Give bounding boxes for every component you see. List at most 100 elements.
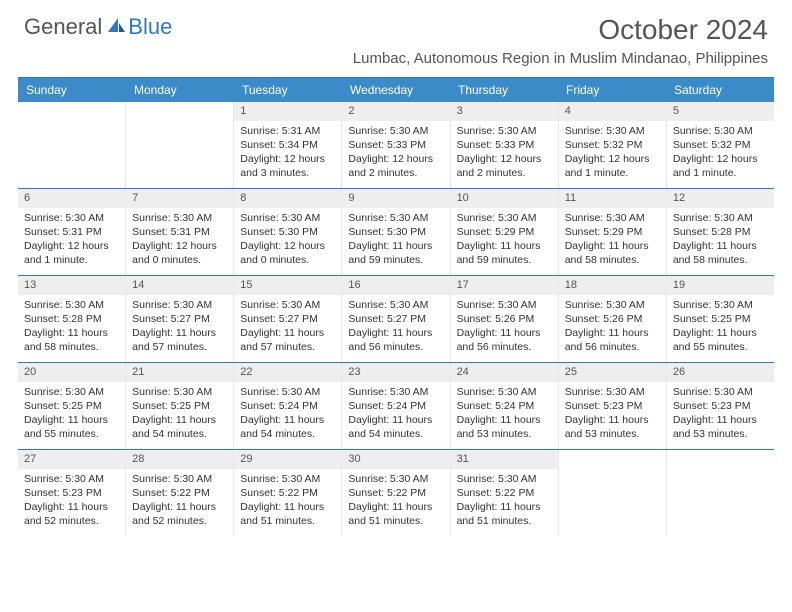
day-cell: 24Sunrise: 5:30 AMSunset: 5:24 PMDayligh… bbox=[451, 363, 559, 449]
day-cell: 2Sunrise: 5:30 AMSunset: 5:33 PMDaylight… bbox=[342, 102, 450, 188]
daylight-text: Daylight: 11 hours and 51 minutes. bbox=[457, 500, 552, 528]
daylight-text: Daylight: 11 hours and 57 minutes. bbox=[240, 326, 335, 354]
day-number: 30 bbox=[342, 450, 449, 469]
sunset-text: Sunset: 5:22 PM bbox=[348, 486, 443, 500]
day-cell: 3Sunrise: 5:30 AMSunset: 5:33 PMDaylight… bbox=[451, 102, 559, 188]
sunrise-text: Sunrise: 5:30 AM bbox=[24, 472, 119, 486]
day-cell: 5Sunrise: 5:30 AMSunset: 5:32 PMDaylight… bbox=[667, 102, 774, 188]
day-cell: 20Sunrise: 5:30 AMSunset: 5:25 PMDayligh… bbox=[18, 363, 126, 449]
day-cell: 14Sunrise: 5:30 AMSunset: 5:27 PMDayligh… bbox=[126, 276, 234, 362]
day-number: 11 bbox=[559, 189, 666, 208]
dow-tuesday: Tuesday bbox=[234, 78, 342, 102]
sunrise-text: Sunrise: 5:30 AM bbox=[348, 124, 443, 138]
day-cell: 22 Sunrise: 5:30 AMSunset: 5:24 PMDayligh… bbox=[234, 363, 342, 449]
sunset-text: Sunset: 5:22 PM bbox=[457, 486, 552, 500]
day-number: 8 bbox=[234, 189, 341, 208]
day-cell: 15Sunrise: 5:30 AMSunset: 5:27 PMDayligh… bbox=[234, 276, 342, 362]
weeks-container: 1Sunrise: 5:31 AMSunset: 5:34 PMDaylight… bbox=[18, 102, 774, 536]
day-number: 23 bbox=[342, 363, 449, 382]
sunset-text: Sunset: 5:31 PM bbox=[132, 225, 227, 239]
day-details: Sunrise: 5:30 AMSunset: 5:25 PMDaylight:… bbox=[667, 295, 774, 359]
sunrise-text: Sunrise: 5:30 AM bbox=[132, 385, 227, 399]
day-number: 16 bbox=[342, 276, 449, 295]
sunset-text: Sunset: 5:24 PM bbox=[457, 399, 552, 413]
day-number: 3 bbox=[451, 102, 558, 121]
sunset-text: Sunset: 5:24 PM bbox=[348, 399, 443, 413]
daylight-text: Daylight: 11 hours and 51 minutes. bbox=[348, 500, 443, 528]
sunrise-text: Sunrise: 5:30 AM bbox=[565, 385, 660, 399]
day-number: 22 bbox=[234, 363, 341, 382]
day-cell bbox=[126, 102, 234, 188]
daylight-text: Daylight: 12 hours and 1 minute. bbox=[673, 152, 768, 180]
day-details: Sunrise: 5:30 AMSunset: 5:27 PMDaylight:… bbox=[234, 295, 341, 359]
sunrise-text: Sunrise: 5:30 AM bbox=[240, 211, 335, 225]
sunset-text: Sunset: 5:33 PM bbox=[348, 138, 443, 152]
dow-row: Sunday Monday Tuesday Wednesday Thursday… bbox=[18, 78, 774, 102]
logo-text-general: General bbox=[24, 14, 102, 40]
day-cell bbox=[667, 450, 774, 536]
day-number: 12 bbox=[667, 189, 774, 208]
daylight-text: Daylight: 12 hours and 0 minutes. bbox=[240, 239, 335, 267]
sunrise-text: Sunrise: 5:30 AM bbox=[348, 472, 443, 486]
sunset-text: Sunset: 5:22 PM bbox=[132, 486, 227, 500]
sunrise-text: Sunrise: 5:30 AM bbox=[565, 298, 660, 312]
daylight-text: Daylight: 11 hours and 57 minutes. bbox=[132, 326, 227, 354]
sunset-text: Sunset: 5:28 PM bbox=[673, 225, 768, 239]
week-row: 20Sunrise: 5:30 AMSunset: 5:25 PMDayligh… bbox=[18, 363, 774, 450]
day-cell bbox=[559, 450, 667, 536]
sunrise-text: Sunrise: 5:30 AM bbox=[348, 211, 443, 225]
day-cell: 12Sunrise: 5:30 AMSunset: 5:28 PMDayligh… bbox=[667, 189, 774, 275]
daylight-text: Daylight: 12 hours and 0 minutes. bbox=[132, 239, 227, 267]
dow-thursday: Thursday bbox=[450, 78, 558, 102]
sunset-text: Sunset: 5:29 PM bbox=[457, 225, 552, 239]
day-cell: 4Sunrise: 5:30 AMSunset: 5:32 PMDaylight… bbox=[559, 102, 667, 188]
sunset-text: Sunset: 5:23 PM bbox=[565, 399, 660, 413]
day-number: 27 bbox=[18, 450, 125, 469]
day-number: 5 bbox=[667, 102, 774, 121]
sunrise-text: Sunrise: 5:30 AM bbox=[240, 472, 335, 486]
day-number: 1 bbox=[234, 102, 341, 121]
dow-friday: Friday bbox=[558, 78, 666, 102]
dow-monday: Monday bbox=[126, 78, 234, 102]
sunrise-text: Sunrise: 5:30 AM bbox=[457, 472, 552, 486]
header: General Blue October 2024 Lumbac, Autono… bbox=[0, 0, 792, 71]
day-cell: 26Sunrise: 5:30 AMSunset: 5:23 PMDayligh… bbox=[667, 363, 774, 449]
daylight-text: Daylight: 11 hours and 55 minutes. bbox=[673, 326, 768, 354]
sunrise-text: Sunrise: 5:30 AM bbox=[24, 211, 119, 225]
day-cell: 23Sunrise: 5:30 AMSunset: 5:24 PMDayligh… bbox=[342, 363, 450, 449]
daylight-text: Daylight: 11 hours and 53 minutes. bbox=[673, 413, 768, 441]
day-cell: 9Sunrise: 5:30 AMSunset: 5:30 PMDaylight… bbox=[342, 189, 450, 275]
day-details: Sunrise: 5:30 AMSunset: 5:31 PMDaylight:… bbox=[18, 208, 125, 272]
daylight-text: Daylight: 11 hours and 54 minutes. bbox=[240, 413, 335, 441]
day-cell: 17Sunrise: 5:30 AMSunset: 5:26 PMDayligh… bbox=[451, 276, 559, 362]
day-details: Sunrise: 5:30 AMSunset: 5:28 PMDaylight:… bbox=[667, 208, 774, 272]
day-details: Sunrise: 5:30 AMSunset: 5:28 PMDaylight:… bbox=[18, 295, 125, 359]
day-cell: 31Sunrise: 5:30 AMSunset: 5:22 PMDayligh… bbox=[451, 450, 559, 536]
day-number: 25 bbox=[559, 363, 666, 382]
day-cell: 7Sunrise: 5:30 AMSunset: 5:31 PMDaylight… bbox=[126, 189, 234, 275]
day-cell: 28Sunrise: 5:30 AMSunset: 5:22 PMDayligh… bbox=[126, 450, 234, 536]
day-number: 9 bbox=[342, 189, 449, 208]
day-details: Sunrise: 5:30 AMSunset: 5:27 PMDaylight:… bbox=[342, 295, 449, 359]
day-details: Sunrise: 5:30 AMSunset: 5:29 PMDaylight:… bbox=[451, 208, 558, 272]
daylight-text: Daylight: 11 hours and 58 minutes. bbox=[565, 239, 660, 267]
sunrise-text: Sunrise: 5:30 AM bbox=[24, 298, 119, 312]
day-number: 2 bbox=[342, 102, 449, 121]
sunrise-text: Sunrise: 5:30 AM bbox=[348, 385, 443, 399]
dow-wednesday: Wednesday bbox=[342, 78, 450, 102]
day-number: 14 bbox=[126, 276, 233, 295]
week-row: 6Sunrise: 5:30 AMSunset: 5:31 PMDaylight… bbox=[18, 189, 774, 276]
sunrise-text: Sunrise: 5:30 AM bbox=[240, 298, 335, 312]
sunset-text: Sunset: 5:25 PM bbox=[132, 399, 227, 413]
day-cell: 27Sunrise: 5:30 AMSunset: 5:23 PMDayligh… bbox=[18, 450, 126, 536]
logo: General Blue bbox=[24, 14, 172, 40]
sunrise-text: Sunrise: 5:30 AM bbox=[673, 385, 768, 399]
sunrise-text: Sunrise: 5:30 AM bbox=[240, 385, 335, 399]
daylight-text: Daylight: 11 hours and 56 minutes. bbox=[348, 326, 443, 354]
sunrise-text: Sunrise: 5:30 AM bbox=[24, 385, 119, 399]
day-number: 10 bbox=[451, 189, 558, 208]
day-details: Sunrise: 5:30 AMSunset: 5:22 PMDaylight:… bbox=[342, 469, 449, 533]
sunrise-text: Sunrise: 5:30 AM bbox=[457, 385, 552, 399]
sunset-text: Sunset: 5:24 PM bbox=[240, 399, 335, 413]
day-details: Sunrise: 5:30 AMSunset: 5:27 PMDaylight:… bbox=[126, 295, 233, 359]
